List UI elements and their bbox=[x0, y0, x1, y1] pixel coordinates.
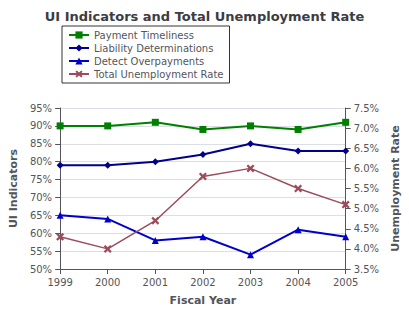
svg-text:UI Indicators and Total Unempl: UI Indicators and Total Unemployment Rat… bbox=[45, 9, 365, 24]
svg-text:60%: 60% bbox=[30, 228, 52, 239]
svg-text:Fiscal Year: Fiscal Year bbox=[170, 294, 237, 307]
svg-text:1999: 1999 bbox=[47, 277, 72, 288]
svg-text:5.0%: 5.0% bbox=[354, 203, 379, 214]
svg-text:UI Indicators: UI Indicators bbox=[7, 148, 20, 228]
svg-text:50%: 50% bbox=[30, 264, 52, 275]
svg-text:2002: 2002 bbox=[190, 277, 215, 288]
svg-text:2000: 2000 bbox=[95, 277, 120, 288]
svg-text:70%: 70% bbox=[30, 192, 52, 203]
svg-text:Liability Determinations: Liability Determinations bbox=[94, 43, 213, 54]
svg-text:7.5%: 7.5% bbox=[354, 103, 379, 114]
svg-text:5.5%: 5.5% bbox=[354, 183, 379, 194]
svg-text:Total Unemployment Rate: Total Unemployment Rate bbox=[93, 69, 224, 80]
svg-text:85%: 85% bbox=[30, 138, 52, 149]
svg-text:95%: 95% bbox=[30, 103, 52, 114]
svg-text:6.0%: 6.0% bbox=[354, 163, 379, 174]
svg-text:55%: 55% bbox=[30, 246, 52, 257]
svg-text:4.5%: 4.5% bbox=[354, 223, 379, 234]
svg-text:2005: 2005 bbox=[333, 277, 358, 288]
svg-text:6.5%: 6.5% bbox=[354, 143, 379, 154]
svg-text:3.5%: 3.5% bbox=[354, 264, 379, 275]
svg-text:Detect Overpayments: Detect Overpayments bbox=[94, 56, 204, 67]
svg-text:7.0%: 7.0% bbox=[354, 123, 379, 134]
svg-text:90%: 90% bbox=[30, 120, 52, 131]
svg-text:2001: 2001 bbox=[143, 277, 168, 288]
svg-text:65%: 65% bbox=[30, 210, 52, 221]
svg-text:75%: 75% bbox=[30, 174, 52, 185]
svg-text:Payment Timeliness: Payment Timeliness bbox=[94, 30, 194, 41]
svg-text:2003: 2003 bbox=[238, 277, 263, 288]
svg-text:Unemployment Rate: Unemployment Rate bbox=[389, 125, 402, 252]
svg-text:2004: 2004 bbox=[285, 277, 310, 288]
svg-text:80%: 80% bbox=[30, 156, 52, 167]
svg-text:4.0%: 4.0% bbox=[354, 243, 379, 254]
